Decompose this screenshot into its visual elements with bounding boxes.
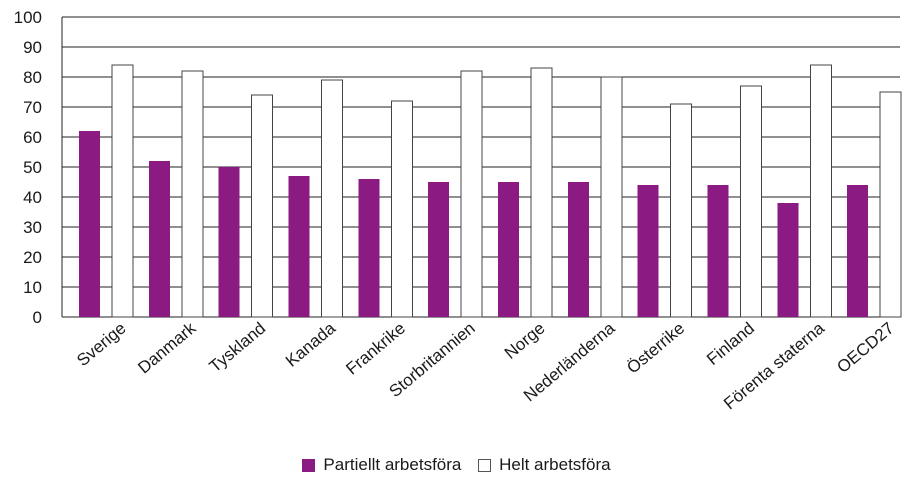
legend-item-partiellt: Partiellt arbetsföra — [302, 455, 461, 475]
x-tick-label: Kanada — [282, 318, 340, 371]
bar-helt — [530, 67, 553, 318]
bar-helt — [740, 85, 762, 318]
legend: Partiellt arbetsföra Helt arbetsföra — [0, 455, 913, 477]
x-tick-label: Frankrike — [342, 319, 408, 379]
x-tick-label: Finland — [703, 319, 758, 369]
x-tick-label: OECD27 — [833, 319, 897, 377]
bar-helt — [111, 64, 134, 318]
bar-helt — [600, 76, 623, 318]
bars — [79, 64, 902, 318]
y-tick-label: 90 — [23, 38, 42, 57]
x-axis-ticks: Sverige Danmark Tyskland Kanada FrankrikeSto… — [73, 318, 898, 413]
bar-partiellt — [288, 176, 310, 317]
bar-partiellt — [498, 182, 519, 317]
bar-helt — [879, 91, 902, 318]
bar-partiellt — [847, 185, 869, 317]
bar-helt — [390, 100, 413, 318]
legend-swatch-helt — [478, 458, 492, 472]
legend-swatch-partiellt — [302, 458, 316, 472]
bar-partiellt — [79, 131, 100, 317]
bar-partiellt — [148, 161, 170, 317]
bar-partiellt — [218, 167, 240, 317]
bar-helt — [181, 70, 204, 318]
bar-helt — [251, 94, 274, 318]
y-tick-label: 30 — [23, 218, 42, 237]
y-tick-label: 70 — [23, 98, 42, 117]
legend-item-helt: Helt arbetsföra — [478, 455, 611, 475]
x-tick-label: Österrike — [623, 319, 688, 378]
legend-label-partiellt: Partiellt arbetsföra — [323, 455, 462, 474]
y-tick-label: 10 — [23, 278, 42, 297]
bar-helt — [670, 103, 693, 318]
x-tick-label: Tyskland — [206, 319, 270, 377]
bar-partiellt — [358, 179, 380, 317]
bar-helt — [321, 79, 343, 318]
x-tick-label: Danmark — [134, 318, 199, 377]
y-tick-label: 50 — [23, 158, 42, 177]
y-tick-label: 100 — [14, 8, 42, 27]
x-tick-label: Sverige — [73, 319, 129, 371]
legend-label-helt: Helt arbetsföra — [499, 455, 611, 474]
bar-helt — [809, 64, 832, 318]
bar-helt — [460, 70, 483, 318]
y-tick-label: 80 — [23, 68, 42, 87]
bar-partiellt — [777, 203, 799, 317]
x-tick-label: Norge — [501, 319, 549, 363]
bar-partiellt — [637, 185, 659, 317]
y-tick-label: 40 — [23, 188, 42, 207]
y-tick-label: 20 — [23, 248, 42, 267]
y-tick-label: 60 — [23, 128, 42, 147]
y-axis-ticks: 0 10 20 30 40 50 60 70 80 90 100 — [14, 8, 42, 327]
bar-partiellt — [428, 182, 450, 317]
bar-partiellt — [707, 185, 729, 317]
y-tick-label: 0 — [33, 308, 42, 327]
bar-partiellt — [567, 182, 589, 317]
